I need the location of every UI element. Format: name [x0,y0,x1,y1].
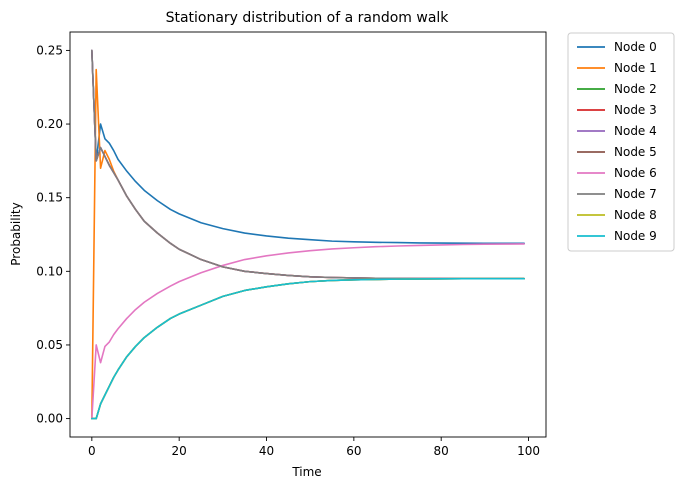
x-axis: 0 20 40 60 80 100 [88,437,540,458]
y-tick-label: 0.00 [36,412,63,426]
chart-title: Stationary distribution of a random walk [166,10,450,26]
y-tick-label: 0.20 [36,117,63,131]
x-tick-label: 20 [172,444,187,458]
legend: Node 0 Node 1 Node 2 Node 3 Node 4 Node 5 Node… [567,32,675,252]
legend-label-node-2: Node 2 [614,82,657,96]
x-tick-label: 60 [346,444,361,458]
legend-label-node-0: Node 0 [614,40,657,54]
y-tick-label: 0.10 [36,264,63,278]
y-axis-label: Probability [9,202,23,265]
series-line-node-6 [91,243,525,420]
y-tick-label: 0.05 [36,338,63,352]
y-tick-label: 0.15 [36,191,63,205]
legend-label-node-3: Node 3 [614,103,657,117]
legend-label-node-4: Node 4 [614,124,657,138]
y-tick-label: 0.25 [36,43,63,57]
legend-box [567,32,675,252]
x-axis-label: Time [291,465,321,479]
legend-label-node-8: Node 8 [614,208,657,222]
plot-area [69,31,547,438]
series-line-node-0 [91,49,525,245]
x-tick-label: 0 [88,444,96,458]
series-line-node-9 [91,277,525,420]
y-axis: 0.00 0.05 0.10 0.15 0.20 0.25 [36,43,70,426]
legend-label-node-7: Node 7 [614,187,657,201]
legend-label-node-1: Node 1 [614,61,657,75]
x-tick-label: 40 [259,444,274,458]
x-tick-label: 100 [517,444,540,458]
legend-label-node-9: Node 9 [614,229,657,243]
legend-label-node-6: Node 6 [614,166,657,180]
legend-label-node-5: Node 5 [614,145,657,159]
plot-frame [69,31,547,438]
x-tick-label: 80 [434,444,449,458]
